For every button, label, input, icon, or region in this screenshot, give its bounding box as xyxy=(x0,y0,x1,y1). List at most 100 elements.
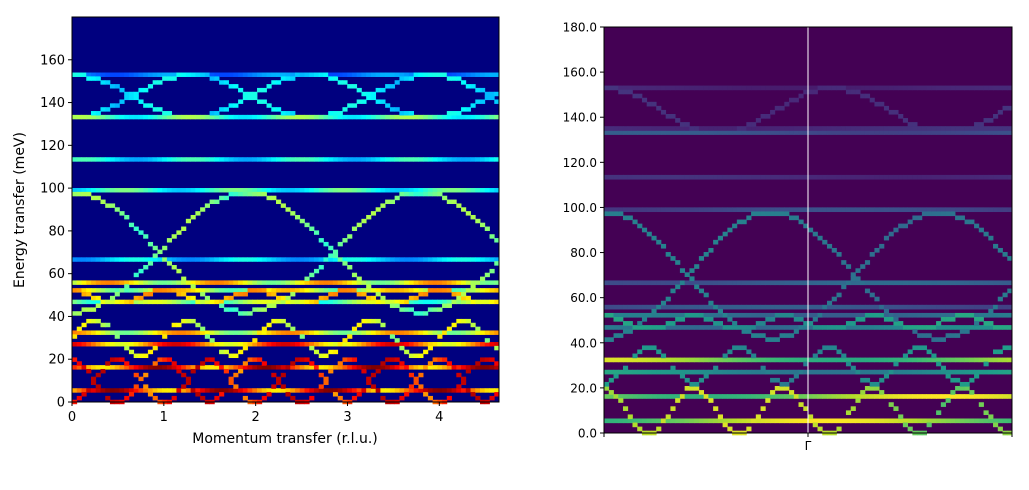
right-heatmap-cell xyxy=(675,130,681,135)
left-heatmap-cell xyxy=(385,84,391,89)
right-heatmap-cell xyxy=(770,377,776,383)
left-heatmap-cell xyxy=(271,299,277,305)
right-heatmap-cell xyxy=(945,312,951,318)
right-heatmap-cell xyxy=(912,345,918,351)
right-heatmap-cell xyxy=(675,398,681,403)
left-heatmap-cell xyxy=(152,280,158,285)
left-heatmap-cell xyxy=(332,330,339,335)
right-heatmap-cell xyxy=(679,126,686,131)
left-heatmap-cell xyxy=(432,157,438,162)
right-heatmap-cell xyxy=(936,126,942,131)
right-heatmap-cell xyxy=(893,316,899,322)
left-heatmap-cell xyxy=(465,299,471,305)
left-heatmap-cell xyxy=(157,280,163,285)
right-heatmap-cell xyxy=(632,312,638,318)
left-heatmap-cell xyxy=(399,361,405,366)
right-heatmap-cell xyxy=(708,207,714,213)
left-heatmap-cell xyxy=(257,114,263,120)
right-heatmap-cell xyxy=(845,325,852,330)
right-heatmap-cell xyxy=(698,256,705,261)
right-heatmap-cell xyxy=(698,288,705,294)
left-heatmap-cell xyxy=(223,368,229,374)
left-heatmap-cell xyxy=(190,114,196,120)
left-heatmap-cell xyxy=(219,257,225,262)
left-heatmap-cell xyxy=(465,157,471,162)
left-heatmap-cell xyxy=(119,365,125,370)
right-heatmap-cell xyxy=(931,369,937,375)
left-x-tick-label: 3 xyxy=(343,410,351,425)
right-heatmap-cell xyxy=(978,122,984,127)
right-heatmap-cell xyxy=(917,207,923,213)
right-heatmap-cell xyxy=(812,422,818,428)
right-heatmap-cell xyxy=(888,316,894,322)
left-heatmap-cell xyxy=(399,114,405,120)
right-heatmap-cell xyxy=(912,418,918,424)
right-heatmap-cell xyxy=(812,316,818,322)
right-heatmap-cell xyxy=(670,365,676,371)
left-heatmap-cell xyxy=(446,361,452,366)
left-heatmap-cell xyxy=(494,188,500,193)
right-heatmap-cell xyxy=(850,406,856,411)
right-heatmap-cell xyxy=(618,126,624,131)
left-heatmap-cell xyxy=(143,299,149,305)
right-heatmap-cell xyxy=(604,394,610,399)
right-heatmap-cell xyxy=(689,268,695,273)
left-heatmap-cell xyxy=(399,72,405,77)
right-heatmap-cell xyxy=(860,390,866,395)
left-heatmap-cell xyxy=(176,368,182,374)
right-heatmap-cell xyxy=(1002,207,1008,213)
left-heatmap-cell xyxy=(437,307,443,312)
right-heatmap-cell xyxy=(874,357,880,363)
left-heatmap-cell xyxy=(223,257,229,262)
left-heatmap-cell xyxy=(480,299,486,305)
right-heatmap-cell xyxy=(665,321,671,326)
right-heatmap-cell xyxy=(694,126,700,131)
left-heatmap-cell xyxy=(408,384,414,389)
left-heatmap-cell xyxy=(152,388,158,393)
right-heatmap-cell xyxy=(921,333,927,338)
left-heatmap-cell xyxy=(299,357,305,362)
left-heatmap-cell xyxy=(437,288,443,293)
right-heatmap-cell xyxy=(708,300,714,306)
left-heatmap-cell xyxy=(332,249,339,255)
right-heatmap-cell xyxy=(774,369,780,375)
right-heatmap-cell xyxy=(670,207,676,213)
right-heatmap-cell xyxy=(632,394,638,399)
right-heatmap-cell xyxy=(808,130,814,135)
left-heatmap-cell xyxy=(427,257,433,262)
left-heatmap-cell xyxy=(76,280,82,285)
left-heatmap-cell xyxy=(261,299,267,305)
right-heatmap-cell xyxy=(698,280,705,286)
left-heatmap-cell xyxy=(204,203,210,208)
left-heatmap-cell xyxy=(370,295,377,301)
left-heatmap-cell xyxy=(219,303,225,308)
left-heatmap-cell xyxy=(366,188,372,193)
right-heatmap-cell xyxy=(741,418,747,424)
right-heatmap-cell xyxy=(850,365,856,371)
left-heatmap-cell xyxy=(427,345,433,351)
right-heatmap-cell xyxy=(717,308,723,314)
left-heatmap-cell xyxy=(347,72,353,77)
right-heatmap-cell xyxy=(826,345,833,351)
right-heatmap-cell xyxy=(997,85,1003,91)
left-x-axis-label: Momentum transfer (r.l.u.) xyxy=(192,431,377,447)
left-heatmap-cell xyxy=(124,330,130,335)
left-heatmap-cell xyxy=(138,288,144,293)
right-heatmap-cell xyxy=(670,394,676,399)
left-heatmap-cell xyxy=(290,288,296,293)
right-heatmap-cell xyxy=(641,280,648,286)
left-heatmap-cell xyxy=(437,357,443,362)
left-heatmap-cell xyxy=(370,299,377,305)
left-heatmap-cell xyxy=(375,114,381,120)
left-heatmap-cell xyxy=(366,284,372,289)
left-heatmap-cell xyxy=(266,330,272,335)
right-heatmap-cell xyxy=(637,223,643,229)
right-heatmap-cell xyxy=(694,130,700,135)
left-heatmap-cell xyxy=(233,372,239,378)
left-heatmap-cell xyxy=(294,214,301,220)
left-heatmap-cell xyxy=(309,330,315,335)
left-heatmap-cell xyxy=(214,388,220,393)
right-heatmap-cell xyxy=(931,394,937,399)
right-heatmap-cell xyxy=(627,369,633,375)
left-heatmap-cell xyxy=(323,353,329,359)
